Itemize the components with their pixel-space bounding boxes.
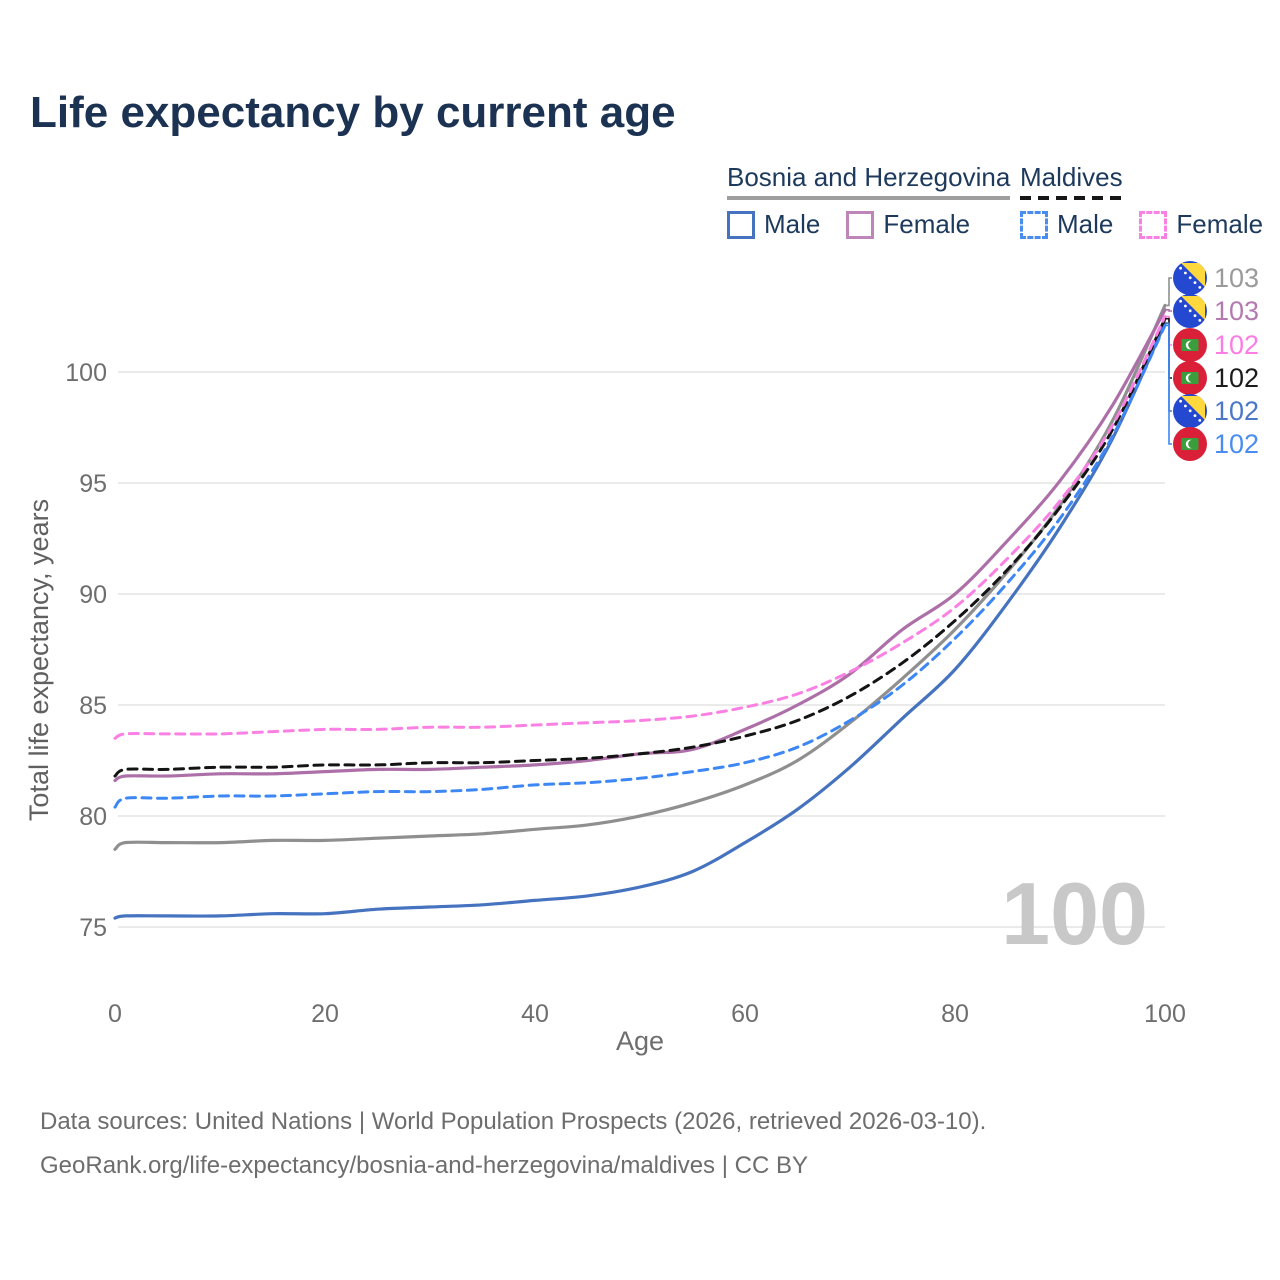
legend-underline-solid <box>727 196 1011 200</box>
x-tick-label-80: 80 <box>941 1000 969 1028</box>
page-title: Life expectancy by current age <box>30 88 676 137</box>
age-watermark: 100 <box>1001 864 1148 963</box>
attribution-line: GeoRank.org/life-expectancy/bosnia-and-h… <box>40 1152 808 1179</box>
footer: Data sources: United Nations | World Pop… <box>40 1108 986 1196</box>
legend-group-bosnia: Bosnia and Herzegovina Male Female <box>727 162 1011 240</box>
legend-item-bosnia-female[interactable]: Female <box>846 209 970 240</box>
series-line-bosnia_male[interactable] <box>113 321 1167 920</box>
end-label-value: 102 <box>1214 363 1260 393</box>
legend-item-label: Female <box>1176 209 1264 239</box>
end-label-row-bosnia_female[interactable]: 103 <box>1173 294 1259 328</box>
legend-header-label: Bosnia and Herzegovina <box>727 162 1011 192</box>
legend-item-label: Female <box>883 209 971 239</box>
end-label-row-bosnia_total[interactable]: 103 <box>1173 261 1259 295</box>
end-label-row-maldives_female[interactable]: 102 <box>1173 328 1259 362</box>
axis-ticks: 75 80 85 90 95 100 0 20 40 60 80 100 <box>65 359 1186 1028</box>
y-tick-label-80: 80 <box>79 803 107 831</box>
x-tick-label-20: 20 <box>311 1000 339 1028</box>
x-tick-label-0: 0 <box>108 1000 122 1028</box>
end-label-leader-bosnia_total <box>1165 277 1172 307</box>
line-chart: 100 75 80 85 90 95 100 0 20 40 60 80 100 Age Total … <box>24 277 1186 1056</box>
y-tick-label-85: 85 <box>79 692 107 720</box>
series-line-maldives_female[interactable] <box>113 315 1167 740</box>
end-label-value: 102 <box>1214 396 1260 426</box>
end-label-leader-maldives_male <box>1165 324 1172 445</box>
bosnia-flag-icon <box>1173 261 1207 295</box>
end-label-leader-bosnia_female <box>1165 309 1172 312</box>
bosnia-male-swatch-icon <box>727 210 755 239</box>
end-label-value: 102 <box>1214 429 1260 459</box>
legend-item-label: Male <box>1057 209 1114 239</box>
series-line-bosnia_female[interactable] <box>113 308 1167 783</box>
bosnia-female-swatch-icon <box>846 210 875 239</box>
maldives-flag-icon <box>1173 427 1207 461</box>
y-tick-label-100: 100 <box>65 359 107 387</box>
x-tick-label-100: 100 <box>1144 1000 1186 1028</box>
maldives-flag-icon <box>1173 328 1207 362</box>
legend-underline-dashed <box>1020 196 1123 200</box>
legend-items-bosnia: Male Female <box>727 209 1010 240</box>
series-lines <box>113 303 1167 920</box>
end-label-row-bosnia_male[interactable]: 102 <box>1173 394 1259 428</box>
x-tick-label-60: 60 <box>731 1000 759 1028</box>
end-label-leaders <box>1165 277 1172 445</box>
legend-item-bosnia-male[interactable]: Male <box>727 209 820 240</box>
bosnia-flag-icon <box>1173 394 1207 428</box>
x-axis-title: Age <box>616 1026 664 1056</box>
gridlines <box>118 371 1165 928</box>
legend-header-bosnia[interactable]: Bosnia and Herzegovina <box>727 162 1011 200</box>
x-tick-label-40: 40 <box>521 1000 549 1028</box>
legend-group-maldives: Maldives Male Female <box>1020 162 1263 240</box>
end-label-row-maldives_total[interactable]: 102 <box>1173 361 1259 395</box>
legend-item-maldives-male[interactable]: Male <box>1020 209 1113 240</box>
legend-items-maldives: Male Female <box>1020 209 1263 240</box>
maldives-male-swatch-icon <box>1020 210 1048 239</box>
series-line-maldives_male[interactable] <box>113 323 1167 809</box>
y-tick-label-95: 95 <box>79 470 107 498</box>
legend-item-maldives-female[interactable]: Female <box>1139 209 1263 240</box>
legend-header-label: Maldives <box>1020 162 1123 192</box>
maldives-flag-icon <box>1173 361 1207 395</box>
end-label-row-maldives_male[interactable]: 102 <box>1173 427 1259 461</box>
bosnia-flag-icon <box>1173 294 1207 328</box>
y-tick-label-75: 75 <box>79 914 107 942</box>
series-line-maldives_total[interactable] <box>113 317 1167 778</box>
maldives-female-swatch-icon <box>1139 210 1168 239</box>
end-label-value: 103 <box>1214 296 1260 326</box>
end-label-value: 102 <box>1214 330 1260 360</box>
legend-header-maldives[interactable]: Maldives <box>1020 162 1123 200</box>
end-label-value: 103 <box>1214 263 1260 293</box>
data-source-line: Data sources: United Nations | World Pop… <box>40 1108 987 1135</box>
y-tick-label-90: 90 <box>79 581 107 609</box>
legend-item-label: Male <box>764 209 821 239</box>
y-axis-title: Total life expectancy, years <box>24 499 54 821</box>
